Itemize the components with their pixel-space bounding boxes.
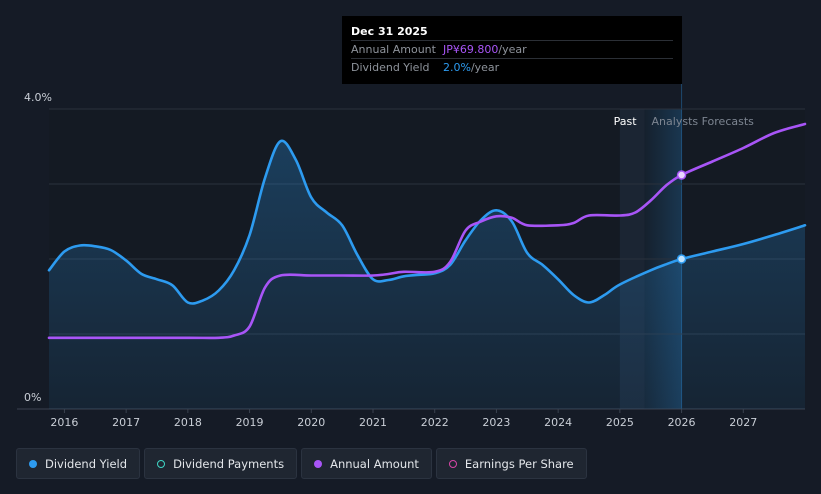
tooltip-dividend-yield-label: Dividend Yield <box>351 61 430 74</box>
x-tick-label: 2027 <box>729 416 757 429</box>
forecast-label: Analysts Forecasts <box>652 115 755 128</box>
dividend-payments-ring-icon <box>157 459 166 468</box>
dividend-yield-unit: /year <box>470 61 500 74</box>
annual-amount-dot-icon <box>314 459 323 468</box>
dividend-yield-line <box>47 139 807 305</box>
legend-label: Dividend Yield <box>45 456 128 471</box>
legend-dividend-yield[interactable]: Dividend Yield <box>16 448 141 479</box>
legend-label: Earnings Per Share <box>464 456 574 471</box>
tooltip-annual-amount-row: Annual Amount JP¥69.800/year <box>351 40 673 58</box>
x-tick-label: 2018 <box>174 416 202 429</box>
chart-legend: Dividend Yield Dividend Payments Annual … <box>16 448 587 479</box>
legend-annual-amount[interactable]: Annual Amount <box>301 448 432 479</box>
past-label: Past <box>614 115 638 128</box>
tooltip-annual-amount-label: Annual Amount <box>351 43 436 56</box>
earnings-per-share-ring-icon <box>448 459 457 468</box>
x-tick-label: 2016 <box>50 416 78 429</box>
tooltip-dividend-yield-value: 2.0%/year <box>443 59 499 76</box>
x-tick-label: 2017 <box>112 416 140 429</box>
tooltip-dividend-yield-row: Dividend Yield 2.0%/year <box>351 58 673 76</box>
dividend-yield-dot-icon <box>29 459 37 468</box>
x-tick-label: 2025 <box>606 416 634 429</box>
y-tick-label: 0% <box>24 391 41 404</box>
legend-label: Annual Amount <box>330 456 419 471</box>
chart-tooltip: Dec 31 2025 Annual Amount JP¥69.800/year… <box>342 16 682 84</box>
y-tick-label: 4.0% <box>24 91 52 104</box>
dividend-yield-value: 2.0% <box>443 61 471 74</box>
x-tick-label: 2021 <box>359 416 387 429</box>
annual-amount-marker <box>676 170 687 180</box>
annual-amount-unit: /year <box>498 43 527 56</box>
legend-earnings-per-share[interactable]: Earnings Per Share <box>435 448 587 479</box>
legend-dividend-payments[interactable]: Dividend Payments <box>144 448 298 479</box>
legend-label: Dividend Payments <box>173 456 285 471</box>
x-tick-label: 2019 <box>236 416 264 429</box>
annual-amount-value: JP¥69.800 <box>443 43 499 56</box>
dividend-yield-marker <box>676 254 687 264</box>
x-tick-label: 2022 <box>421 416 449 429</box>
x-tick-label: 2020 <box>297 416 325 429</box>
annual-amount-line <box>47 122 807 340</box>
tooltip-date: Dec 31 2025 <box>351 25 428 38</box>
x-tick-label: 2023 <box>482 416 510 429</box>
tooltip-annual-amount-value: JP¥69.800/year <box>443 41 527 58</box>
x-tick-label: 2026 <box>668 416 696 429</box>
x-tick-label: 2024 <box>544 416 572 429</box>
